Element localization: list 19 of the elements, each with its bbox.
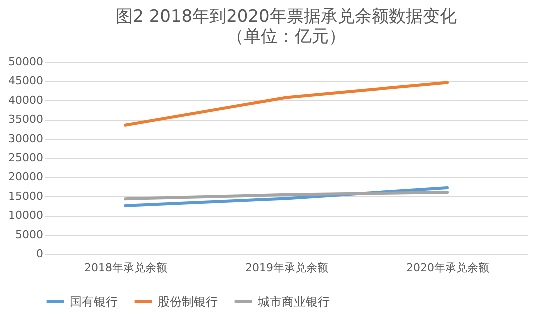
y-tick-label: 15000 [8,190,44,203]
y-tick-label: 5000 [16,228,44,242]
y-tick-label: 50000 [8,56,44,68]
y-tick-label: 35000 [8,113,44,126]
legend-label: 股份制银行 [158,294,218,309]
y-tick-label: 10000 [8,209,44,222]
y-tick-label: 0 [36,248,44,260]
y-tick-label: 30000 [8,132,44,146]
x-tick-label: 2018年承兑余额 [84,262,168,274]
x-tick-label: 2019年承兑余额 [246,262,328,274]
y-tick-label: 45000 [8,74,44,88]
chart-subtitle: （单位：亿元） [227,27,346,47]
y-tick-label: 40000 [8,94,44,107]
legend-label: 国有银行 [70,294,118,309]
y-tick-label: 20000 [8,170,44,184]
y-tick-label: 25000 [8,152,44,164]
chart-title: 图2 2018年到2020年票据承兑余额数据变化 [116,7,457,27]
legend-label: 城市商业银行 [257,294,330,309]
x-tick-label: 2020年承兑余额 [406,262,490,274]
